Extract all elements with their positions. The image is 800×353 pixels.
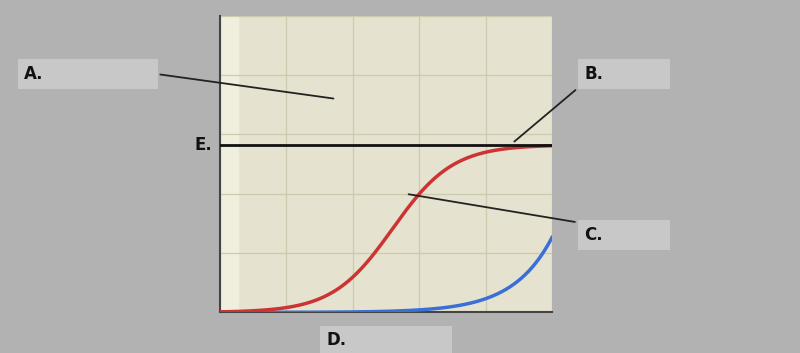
- Bar: [18, 59, 158, 89]
- Text: B.: B.: [584, 65, 603, 83]
- Text: D.: D.: [326, 331, 346, 348]
- Bar: [220, 16, 238, 312]
- Text: E.: E.: [194, 136, 212, 154]
- Bar: [319, 326, 451, 353]
- Bar: [578, 220, 670, 250]
- Text: C.: C.: [584, 226, 602, 244]
- Text: A.: A.: [24, 65, 43, 83]
- Bar: [578, 59, 670, 89]
